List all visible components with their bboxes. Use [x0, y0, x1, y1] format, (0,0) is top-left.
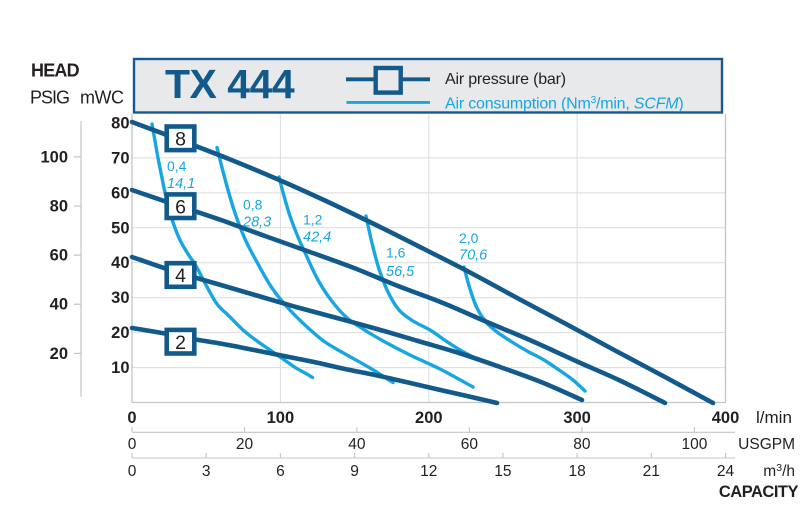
svg-text:42,4: 42,4: [303, 230, 331, 246]
svg-text:6: 6: [276, 463, 285, 480]
svg-text:TX 444: TX 444: [165, 61, 295, 107]
svg-text:80: 80: [573, 436, 591, 453]
svg-text:8: 8: [175, 129, 186, 151]
svg-text:20: 20: [50, 345, 68, 363]
svg-text:HEAD: HEAD: [31, 61, 80, 81]
svg-text:0,8: 0,8: [243, 197, 263, 213]
svg-text:70: 70: [111, 149, 129, 167]
svg-text:50: 50: [111, 219, 129, 237]
svg-text:15: 15: [494, 463, 511, 480]
svg-text:300: 300: [563, 409, 591, 427]
svg-text:56,5: 56,5: [386, 264, 415, 280]
svg-text:6: 6: [175, 196, 186, 218]
svg-text:20: 20: [111, 324, 129, 342]
svg-text:28,3: 28,3: [242, 215, 271, 231]
svg-text:20: 20: [236, 436, 254, 453]
svg-text:9: 9: [350, 463, 359, 480]
svg-text:100: 100: [40, 148, 68, 166]
svg-text:1,6: 1,6: [386, 245, 406, 261]
svg-text:80: 80: [111, 115, 129, 133]
svg-text:2: 2: [175, 332, 186, 354]
svg-text:0: 0: [127, 409, 136, 427]
svg-text:3: 3: [202, 463, 211, 480]
svg-text:mWC: mWC: [80, 88, 124, 108]
svg-text:0,4: 0,4: [167, 158, 187, 174]
svg-text:40: 40: [111, 254, 129, 272]
svg-text:100: 100: [267, 409, 295, 427]
svg-text:PSIG: PSIG: [30, 88, 69, 108]
svg-text:Air pressure (bar): Air pressure (bar): [445, 71, 566, 88]
svg-text:60: 60: [50, 247, 68, 265]
svg-text:14,1: 14,1: [167, 176, 195, 192]
svg-text:100: 100: [681, 436, 707, 453]
svg-text:4: 4: [175, 265, 186, 287]
svg-text:1,2: 1,2: [303, 212, 323, 228]
svg-text:60: 60: [111, 184, 129, 202]
svg-text:80: 80: [50, 198, 68, 216]
svg-text:2,0: 2,0: [459, 230, 479, 246]
svg-text:30: 30: [111, 289, 129, 307]
svg-text:60: 60: [461, 436, 479, 453]
svg-text:40: 40: [348, 436, 366, 453]
svg-text:12: 12: [420, 463, 437, 480]
svg-text:l/min: l/min: [756, 408, 792, 427]
svg-text:200: 200: [415, 409, 443, 427]
svg-text:10: 10: [111, 359, 129, 377]
svg-text:0: 0: [128, 463, 137, 480]
svg-text:40: 40: [50, 296, 68, 314]
svg-text:USGPM: USGPM: [738, 436, 795, 453]
svg-text:0: 0: [128, 436, 137, 453]
svg-text:CAPACITY: CAPACITY: [719, 483, 799, 501]
svg-text:400: 400: [712, 409, 740, 427]
svg-text:24: 24: [717, 463, 735, 480]
svg-text:m3/h: m3/h: [763, 462, 795, 480]
svg-text:70,6: 70,6: [459, 248, 488, 264]
svg-text:Air consumption (Nm3/min, SCFM: Air consumption (Nm3/min, SCFM): [445, 95, 684, 113]
svg-text:18: 18: [568, 463, 585, 480]
svg-text:21: 21: [643, 463, 660, 480]
